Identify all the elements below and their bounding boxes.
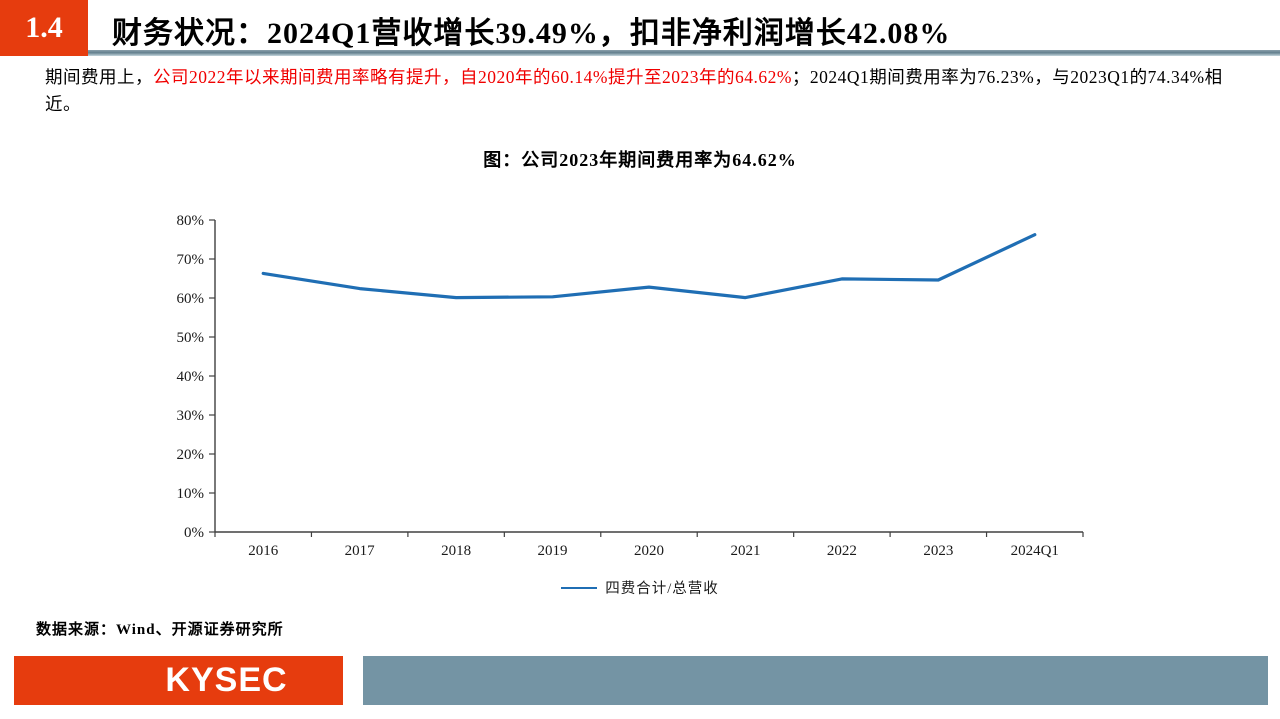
summary-text-lead: 期间费用上，: [45, 67, 153, 87]
page-title: 财务状况：2024Q1营收增长39.49%，扣非净利润增长42.08%: [112, 17, 951, 50]
expense-ratio-line-chart: 0% 10% 20% 30% 40% 50% 60% 70% 80% 2016 2017 2018 20…: [177, 213, 1084, 559]
legend-line-marker: [561, 586, 598, 589]
y-tick-label: 30%: [177, 408, 205, 424]
y-tick-label: 20%: [177, 447, 205, 463]
footer-decoration-bar: [363, 656, 1268, 705]
summary-paragraph: 期间费用上，公司2022年以来期间费用率略有提升，自2020年的60.14%提升…: [45, 64, 1250, 118]
x-tick-label: 2022: [827, 543, 857, 559]
x-tick-label: 2017: [345, 543, 376, 559]
x-tick-label: 2024Q1: [1011, 543, 1059, 559]
y-tick-label: 0%: [184, 525, 204, 541]
header-divider: [88, 50, 1280, 56]
x-tick-label: 2018: [441, 543, 471, 559]
chart-legend: 四费合计/总营收: [0, 577, 1280, 598]
x-tick-label: 2021: [730, 543, 760, 559]
x-tick-label: 2020: [634, 543, 664, 559]
y-tick-label: 50%: [177, 330, 205, 346]
y-tick-label: 70%: [177, 252, 205, 268]
y-tick-label: 10%: [177, 486, 205, 502]
legend-label: 四费合计/总营收: [605, 581, 719, 597]
kysec-logo-text: KYSEC: [165, 661, 288, 699]
series-line: [261, 233, 1037, 300]
summary-text-highlight: 公司2022年以来期间费用率略有提升，自2020年的60.14%提升至2023年…: [153, 67, 792, 87]
y-tick-label: 40%: [177, 369, 205, 385]
x-tick-label: 2016: [248, 543, 279, 559]
summary-text-tail: ；2024Q1期间费用率为76.23%，与2023Q1的74.34%相近。: [45, 67, 1223, 114]
data-source-note: 数据来源：Wind、开源证券研究所: [36, 622, 284, 638]
y-tick-label: 80%: [177, 213, 205, 229]
section-number: 1.4: [25, 11, 63, 44]
y-tick-label: 60%: [177, 291, 205, 307]
x-tick-label: 2023: [923, 543, 953, 559]
section-number-badge: 1.4: [0, 0, 88, 56]
kysec-logo: KYSEC: [14, 656, 343, 705]
chart-title: 图：公司2023年期间费用率为64.62%: [483, 150, 797, 170]
x-tick-label: 2019: [538, 543, 568, 559]
